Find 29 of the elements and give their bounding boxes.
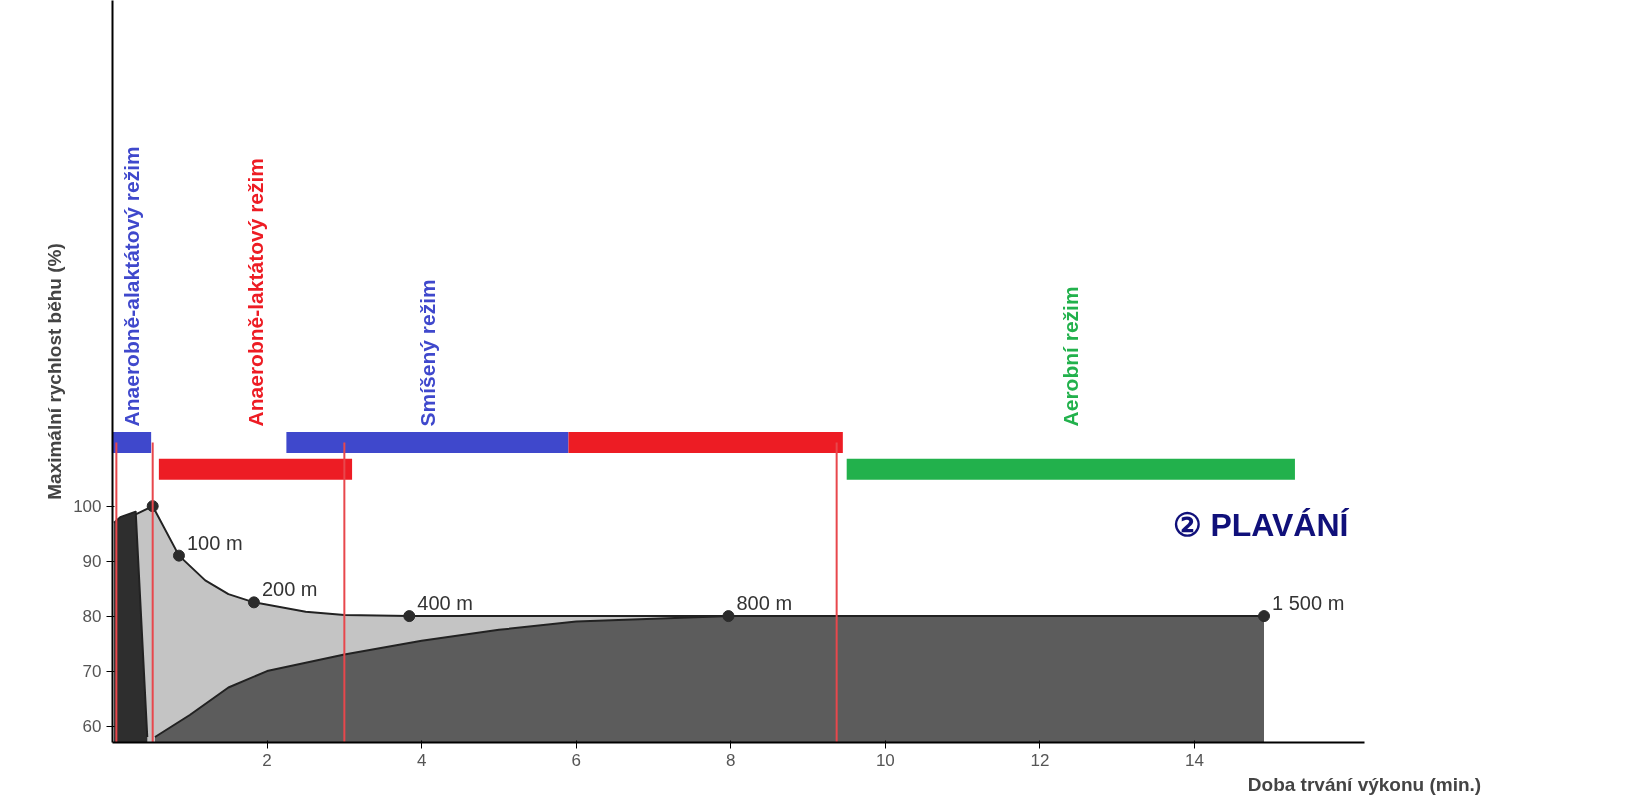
y-tick-label: 80: [82, 607, 102, 627]
x-tick-label: 8: [726, 750, 736, 770]
y-tick-label: 60: [82, 717, 102, 737]
text: Anaerobně-laktátový režim: [243, 157, 267, 427]
point: [1258, 610, 1271, 623]
text: Aerobní režim: [1059, 286, 1083, 427]
point: [722, 610, 735, 623]
annotation: 1 500 m: [1272, 592, 1345, 615]
x-tick-label: 4: [416, 750, 427, 770]
text: Smíšený režim: [415, 279, 439, 427]
annotation: 200 m: [261, 578, 318, 601]
point: [172, 549, 185, 562]
annotation: 100 m: [186, 531, 243, 554]
y-tick-label: 90: [82, 552, 102, 572]
x-tick-label: 12: [1030, 750, 1050, 770]
x-tick-label: 14: [1185, 750, 1204, 770]
point: [247, 596, 260, 609]
y-axis-title: Maximální rychlost běhu (%): [44, 243, 66, 500]
text: Anaerobně-alaktátový režim: [120, 146, 144, 427]
x-tick-label: 10: [875, 750, 895, 770]
y-tick-label: 100: [73, 497, 102, 517]
annotation: 400 m: [417, 592, 473, 615]
x-axis-title: Doba trvání výkonu (min.): [1247, 773, 1482, 795]
x-tick-label: 6: [571, 750, 581, 770]
point: [403, 610, 416, 623]
x-tick-label: 2: [262, 750, 272, 770]
y-tick-label: 70: [82, 662, 102, 682]
annotation: 800 m: [736, 592, 793, 615]
text: ② PLAVÁNÍ: [1172, 506, 1350, 543]
